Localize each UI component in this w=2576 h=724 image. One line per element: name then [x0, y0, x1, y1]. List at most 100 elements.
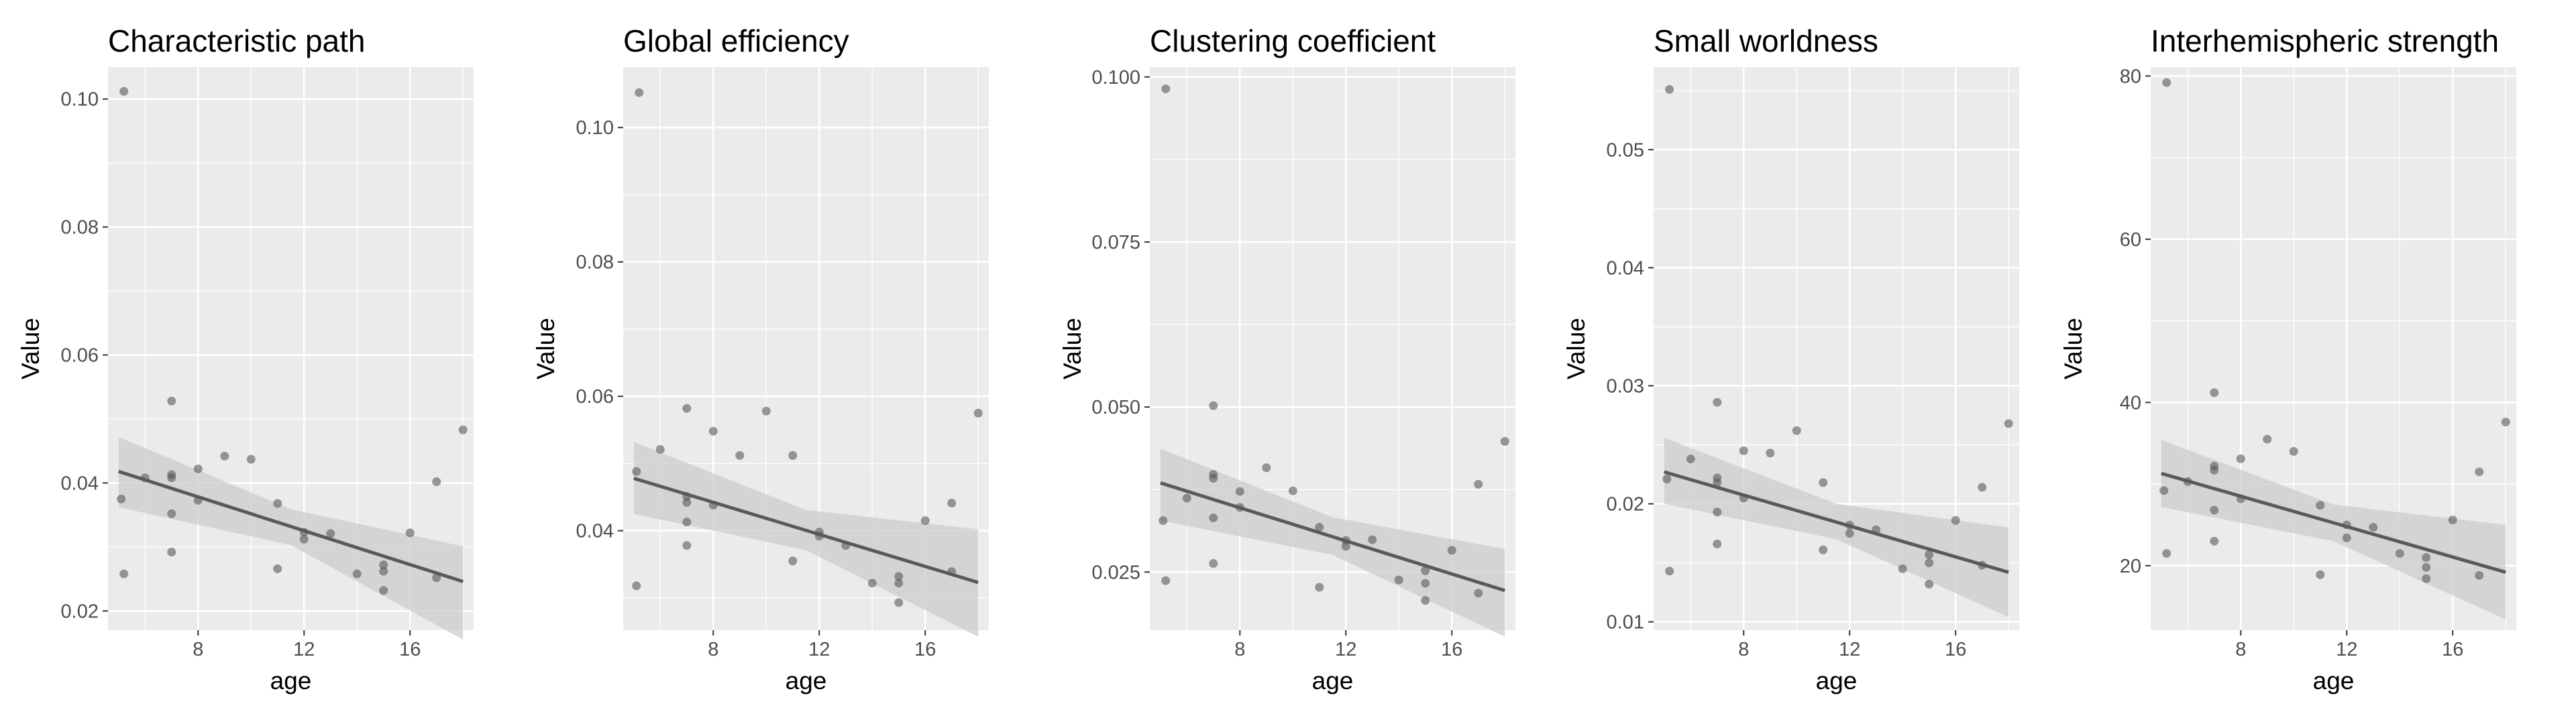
- data-point: [1845, 529, 1854, 538]
- x-tick-label: 12: [808, 639, 830, 660]
- x-tick-label: 8: [2235, 639, 2246, 660]
- data-point: [167, 396, 176, 406]
- data-point: [841, 541, 851, 550]
- data-point: [2162, 549, 2171, 558]
- data-point: [1951, 516, 1960, 525]
- data-point: [1713, 539, 1722, 548]
- data-point: [1394, 575, 1403, 585]
- data-point: [2422, 574, 2431, 583]
- data-point: [1819, 478, 1828, 487]
- data-point: [2162, 78, 2171, 87]
- data-point: [1925, 579, 1934, 589]
- x-tick-label: 12: [1839, 639, 1860, 660]
- y-axis-label: Value: [17, 318, 44, 379]
- y-axis-label: Value: [1059, 318, 1086, 379]
- y-tick-label: 0.050: [1091, 397, 1140, 418]
- data-point: [119, 569, 129, 579]
- data-point: [1421, 579, 1430, 588]
- x-axis-label: age: [270, 667, 312, 695]
- panel-4: 8 12 16 0.01 0.02 0.03 0.04 0.05 age Value: [1562, 67, 2019, 695]
- data-point: [1421, 566, 1430, 575]
- data-point: [2210, 388, 2219, 398]
- data-point: [2342, 520, 2351, 530]
- data-point: [682, 404, 692, 413]
- data-point: [682, 541, 692, 550]
- data-point: [2395, 549, 2404, 558]
- y-tick-label: 0.08: [61, 217, 99, 239]
- data-point: [947, 499, 957, 508]
- data-point: [352, 569, 362, 579]
- data-point: [2210, 505, 2219, 515]
- x-tick-label: 12: [293, 639, 315, 660]
- y-axis-label: Value: [1562, 318, 1590, 379]
- data-point: [299, 528, 309, 537]
- data-point: [193, 495, 203, 505]
- x-tick-label: 8: [708, 639, 718, 660]
- panel-title-interhemispheric-strength: Interhemispheric strength: [2151, 23, 2500, 58]
- panel-title-clustering-coefficient: Clustering coefficient: [1150, 23, 1436, 58]
- data-point: [761, 406, 771, 416]
- data-point: [2342, 533, 2351, 542]
- confidence-band: [1160, 448, 1505, 637]
- y-tick-label: 0.10: [61, 89, 99, 111]
- data-point: [1665, 84, 1674, 94]
- data-point: [2422, 553, 2431, 562]
- y-tick-label: 0.08: [576, 252, 614, 274]
- data-point: [379, 586, 388, 595]
- data-point: [1368, 535, 1377, 544]
- x-tick-label: 12: [1335, 639, 1356, 660]
- data-point: [1662, 475, 1672, 484]
- data-point: [682, 518, 692, 527]
- data-point: [140, 473, 150, 483]
- y-tick-label: 0.04: [61, 473, 99, 494]
- data-point: [2475, 467, 2484, 477]
- data-point: [1739, 493, 1748, 503]
- x-axis-label: age: [786, 667, 827, 695]
- y-tick-label: 80: [2120, 66, 2141, 87]
- data-point: [2183, 477, 2192, 486]
- y-tick-label: 40: [2120, 392, 2141, 414]
- data-point: [2316, 501, 2325, 510]
- regression-line: [118, 469, 464, 583]
- data-point: [1713, 478, 1722, 487]
- data-point: [708, 426, 718, 436]
- x-tick-label: 16: [914, 639, 936, 660]
- y-tick-label: 0.025: [1091, 562, 1140, 583]
- data-point: [2422, 562, 2431, 572]
- data-point: [1421, 596, 1430, 605]
- data-point: [2369, 523, 2378, 532]
- y-tick-label: 0.10: [576, 117, 614, 139]
- data-point: [1739, 446, 1748, 455]
- data-point: [1474, 479, 1483, 489]
- x-tick-label: 8: [193, 639, 203, 660]
- panel-title-characteristic-path: Characteristic path: [108, 23, 366, 58]
- y-tick-label: 0.06: [576, 386, 614, 408]
- data-point: [1925, 550, 1934, 559]
- data-point: [117, 494, 126, 503]
- data-point: [682, 498, 692, 507]
- data-point: [1713, 398, 1722, 407]
- data-point: [2263, 434, 2272, 444]
- data-point: [1447, 546, 1456, 555]
- data-point: [193, 464, 203, 473]
- data-point: [632, 581, 641, 591]
- y-axis-label: Value: [2059, 318, 2087, 379]
- x-axis-label: age: [1312, 667, 1354, 695]
- data-point: [326, 529, 335, 538]
- data-point: [2210, 465, 2219, 475]
- data-point: [1161, 84, 1171, 93]
- data-point: [788, 556, 798, 566]
- data-point: [2004, 419, 2013, 428]
- data-point: [246, 455, 256, 464]
- data-point: [1978, 560, 1987, 570]
- data-point: [273, 564, 282, 573]
- data-point: [1872, 525, 1881, 534]
- y-tick-label: 0.04: [1607, 257, 1644, 279]
- regression-line: [1664, 470, 2009, 575]
- data-point: [1925, 558, 1934, 568]
- data-point: [1845, 520, 1854, 530]
- data-point: [1341, 542, 1350, 551]
- panel-5: 8 12 16 20 40 60 80 age Value: [2059, 66, 2516, 695]
- data-point: [1315, 522, 1324, 532]
- data-point: [788, 450, 798, 460]
